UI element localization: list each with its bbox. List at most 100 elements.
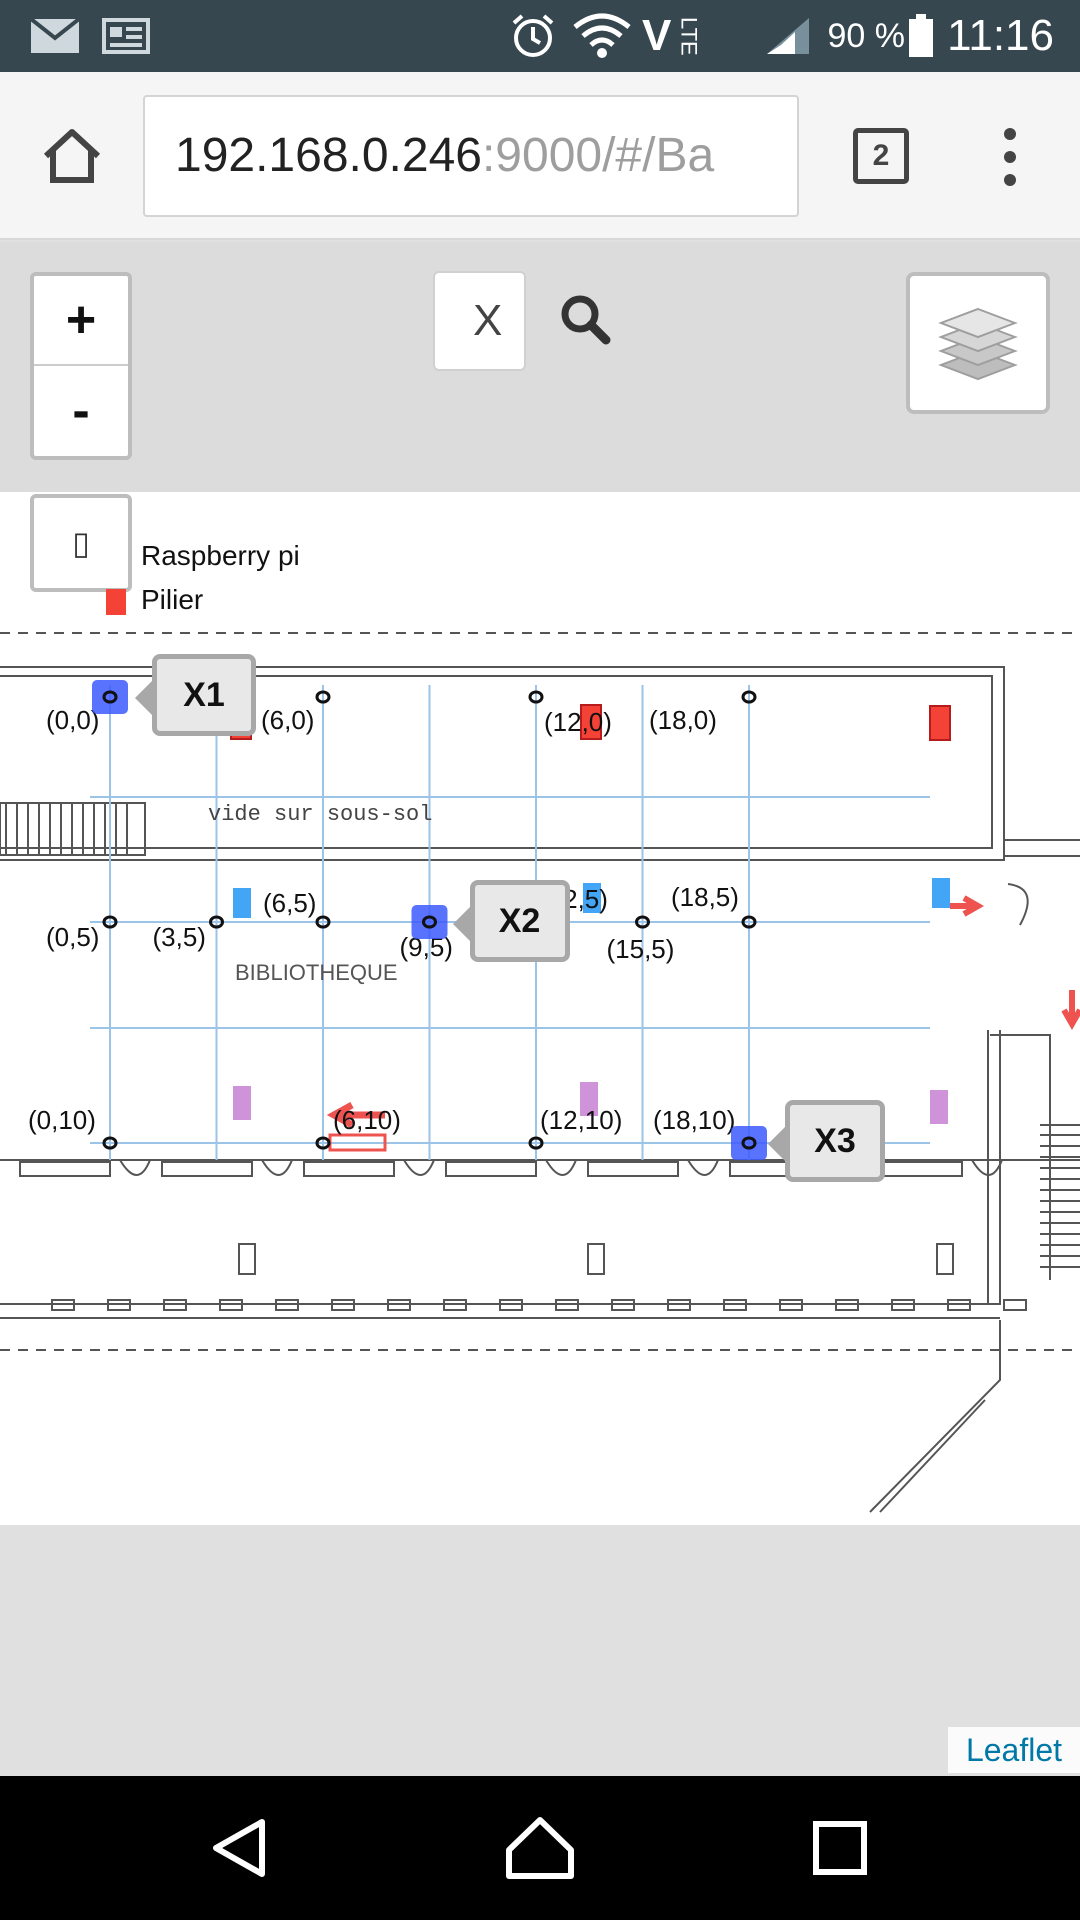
arrow-left (326, 1101, 385, 1129)
purple-zone (233, 1086, 251, 1120)
legend-toggle-button[interactable]: ▯ (30, 494, 132, 592)
menu-button[interactable] (990, 122, 1030, 192)
wall-post (499, 1299, 523, 1311)
wall-post (107, 1299, 131, 1311)
wall-post (51, 1299, 75, 1311)
grid-point-label: (18,5) (671, 882, 739, 912)
plan-wall (0, 666, 1005, 861)
raspberry-pi-marker (932, 878, 950, 908)
wall-post (219, 1299, 243, 1311)
door-swing (971, 1159, 1003, 1176)
grid-point-label: (6,10) (333, 1105, 401, 1135)
search-input[interactable]: X (433, 271, 526, 371)
signal-icon (765, 0, 811, 72)
tabs-button[interactable]: 2 (853, 128, 909, 184)
wall-post (1003, 1299, 1027, 1311)
tabs-icon: 2 (872, 139, 890, 172)
plan-wall (990, 1034, 1051, 1280)
legend-raspberry-label: Raspberry pi (141, 540, 300, 571)
zoom-out-button[interactable]: - (72, 382, 90, 440)
home-nav-icon (506, 1817, 574, 1879)
url-text: 192.168.0.246:9000/#/Ba (175, 97, 714, 215)
browser-toolbar: 192.168.0.246:9000/#/Ba 2 (0, 72, 1080, 240)
menu-dot (1004, 174, 1016, 186)
leaflet-attribution-link[interactable]: Leaflet (948, 1727, 1080, 1773)
door-swing (403, 1159, 435, 1176)
location-marker-dot (741, 1136, 757, 1150)
zoom-in-button[interactable]: + (34, 276, 128, 366)
location-marker[interactable] (411, 905, 448, 939)
grid-point (635, 915, 650, 929)
column-outline (936, 1243, 954, 1275)
home-icon (43, 129, 101, 183)
column-outline (587, 1243, 605, 1275)
pilier-marker (580, 704, 602, 740)
volte-icon: V LTE (642, 11, 702, 60)
grid-point (315, 690, 331, 704)
arrow-right (950, 895, 985, 917)
location-marker[interactable] (731, 1126, 767, 1160)
legend-pilier-label: Pilier (141, 584, 204, 615)
grid-point (315, 1136, 331, 1150)
menu-dot (1004, 151, 1016, 163)
search-button[interactable] (556, 290, 616, 350)
battery-icon (908, 0, 934, 72)
area-label: vide sur sous-sol (208, 802, 432, 827)
home-button[interactable] (36, 120, 108, 192)
marker-tooltip: X3 (768, 1100, 885, 1182)
wall-post (835, 1299, 859, 1311)
room-label: BIBLIOTHEQUE (235, 960, 398, 985)
map[interactable]: vide sur sous-sol BIBLIOTHEQUE (0,0) (6,0… (0, 492, 1080, 1525)
mail-icon (30, 0, 80, 72)
nav-bar (0, 1776, 1080, 1920)
back-button[interactable] (190, 1798, 290, 1898)
door-swing (545, 1159, 577, 1176)
raspberry-pi-marker (583, 883, 601, 913)
wifi-icon (572, 0, 632, 72)
marker-tooltip: X2 (452, 880, 570, 962)
grid-point (315, 915, 331, 929)
wall-post (947, 1299, 971, 1311)
location-marker-dot (422, 915, 437, 929)
wall-post (723, 1299, 747, 1311)
status-time: 11:16 (947, 11, 1054, 60)
alarm-icon (510, 0, 556, 72)
door-swing (119, 1159, 151, 1176)
grid-point (741, 690, 757, 704)
plan-wall (879, 1399, 986, 1513)
battery-percent: 90 % (827, 16, 906, 55)
plan-wall (0, 675, 993, 849)
grid-point-label: (18,0) (649, 705, 717, 735)
grid-point (209, 915, 224, 929)
grid-point-label: (12,10) (540, 1105, 622, 1135)
floor-plan: vide sur sous-sol BIBLIOTHEQUE (0,0) (6,0… (0, 632, 1080, 1513)
search-icon (561, 295, 611, 345)
grid-point (102, 915, 118, 929)
back-icon (213, 1819, 265, 1877)
grid-point-label: (15,5) (607, 934, 675, 964)
window (303, 1161, 395, 1177)
layers-icon (938, 307, 1018, 381)
grid-point-label: (12,0) (544, 707, 612, 737)
layers-button[interactable] (906, 272, 1050, 414)
location-marker[interactable] (92, 680, 128, 714)
grid-point (528, 1136, 544, 1150)
grid-point-label: (6,5) (263, 888, 316, 918)
marker-tooltip: X1 (135, 654, 256, 736)
grid-point (528, 690, 544, 704)
url-bar[interactable]: 192.168.0.246:9000/#/Ba (143, 95, 799, 217)
wall-post (779, 1299, 803, 1311)
recents-icon (813, 1821, 867, 1875)
map-empty-area[interactable] (0, 1525, 1080, 1776)
news-icon (102, 0, 150, 72)
wall-post (891, 1299, 915, 1311)
wall-post (443, 1299, 467, 1311)
grid-point-label: (0,5) (46, 922, 99, 952)
door-swing (261, 1159, 293, 1176)
grid-point (741, 915, 757, 929)
window (587, 1161, 679, 1177)
pilier-marker (929, 705, 951, 741)
recents-button[interactable] (790, 1798, 890, 1898)
location-marker-dot (102, 690, 118, 704)
home-nav-button[interactable] (490, 1798, 590, 1898)
